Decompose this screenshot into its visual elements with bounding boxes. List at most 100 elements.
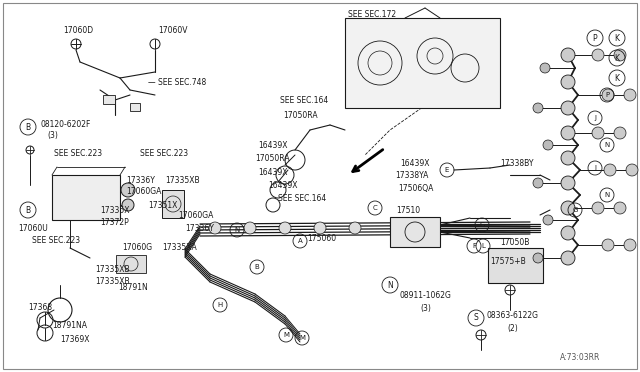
Circle shape	[602, 89, 614, 101]
Text: 18791NA: 18791NA	[52, 321, 87, 330]
Text: SEE SEC.223: SEE SEC.223	[54, 148, 102, 157]
Text: 17336Y: 17336Y	[126, 176, 155, 185]
Bar	[116, 255, 146, 273]
Circle shape	[561, 101, 575, 115]
Text: J: J	[594, 115, 596, 121]
Text: 17050RA: 17050RA	[283, 110, 317, 119]
Text: 17338YA: 17338YA	[395, 170, 428, 180]
Text: 175060: 175060	[307, 234, 336, 243]
Circle shape	[121, 183, 135, 197]
Text: 17372P: 17372P	[100, 218, 129, 227]
Text: (3): (3)	[420, 304, 431, 312]
Text: 17335XA: 17335XA	[162, 244, 196, 253]
Circle shape	[122, 199, 134, 211]
Text: N: N	[604, 192, 610, 198]
Text: J: J	[594, 165, 596, 171]
Text: 08911-1062G: 08911-1062G	[400, 291, 452, 299]
Circle shape	[533, 103, 543, 113]
Text: 17060G: 17060G	[122, 244, 152, 253]
Circle shape	[561, 201, 575, 215]
Text: 16439X: 16439X	[258, 167, 287, 176]
Text: N: N	[234, 227, 239, 233]
Text: 17335XB: 17335XB	[95, 266, 130, 275]
Text: 16439X: 16439X	[268, 180, 298, 189]
Text: SEE SEC.172: SEE SEC.172	[348, 10, 396, 19]
Circle shape	[614, 127, 626, 139]
Text: P: P	[605, 92, 609, 98]
Text: K: K	[614, 33, 620, 42]
Circle shape	[561, 151, 575, 165]
Text: G: G	[572, 207, 578, 213]
Text: 17338BY: 17338BY	[500, 158, 534, 167]
Text: G: G	[479, 222, 484, 228]
Text: SEE SEC.164: SEE SEC.164	[278, 193, 326, 202]
Text: 17050RA: 17050RA	[255, 154, 290, 163]
Text: (3): (3)	[47, 131, 58, 140]
Text: — SEE SEC.748: — SEE SEC.748	[148, 77, 206, 87]
Text: 17351X: 17351X	[148, 201, 177, 209]
Text: 17060GA: 17060GA	[178, 211, 213, 219]
Text: H: H	[218, 302, 223, 308]
Circle shape	[624, 239, 636, 251]
Text: 17060V: 17060V	[158, 26, 188, 35]
Text: 17060GA: 17060GA	[126, 186, 161, 196]
Text: K: K	[614, 54, 620, 62]
Circle shape	[561, 176, 575, 190]
Text: S: S	[474, 314, 478, 323]
Text: 17060D: 17060D	[63, 26, 93, 35]
Text: 08120-6202F: 08120-6202F	[40, 119, 90, 128]
Text: SEE SEC.223: SEE SEC.223	[140, 148, 188, 157]
Text: N: N	[387, 280, 393, 289]
Circle shape	[561, 126, 575, 140]
Bar	[345, 18, 500, 108]
Text: N: N	[604, 142, 610, 148]
Text: 17575+B: 17575+B	[490, 257, 525, 266]
Text: A: A	[298, 238, 302, 244]
Circle shape	[614, 49, 626, 61]
Circle shape	[561, 226, 575, 240]
Text: 08363-6122G: 08363-6122G	[487, 311, 539, 320]
Text: 17368: 17368	[28, 304, 52, 312]
Circle shape	[533, 178, 543, 188]
Text: C: C	[372, 205, 378, 211]
Text: M: M	[283, 332, 289, 338]
Text: B: B	[26, 122, 31, 131]
Text: M: M	[299, 335, 305, 341]
Bar	[130, 103, 140, 111]
Circle shape	[592, 127, 604, 139]
Bar	[390, 217, 440, 247]
Text: 16439X: 16439X	[400, 158, 429, 167]
Text: 16439X: 16439X	[258, 141, 287, 150]
Text: 17506QA: 17506QA	[398, 183, 433, 192]
Text: B: B	[255, 264, 259, 270]
Text: SEE SEC.223: SEE SEC.223	[32, 235, 80, 244]
Circle shape	[533, 253, 543, 263]
Text: 17335XB: 17335XB	[165, 176, 200, 185]
Text: 17060U: 17060U	[18, 224, 48, 232]
Text: B: B	[26, 205, 31, 215]
Bar	[103, 95, 115, 104]
Circle shape	[602, 239, 614, 251]
Text: 17050B: 17050B	[500, 237, 529, 247]
Text: SEE SEC.164: SEE SEC.164	[280, 96, 328, 105]
Text: A:73:03RR: A:73:03RR	[560, 353, 600, 362]
Text: 18791N: 18791N	[118, 282, 148, 292]
Circle shape	[561, 75, 575, 89]
Text: 17335X: 17335X	[100, 205, 129, 215]
Circle shape	[209, 222, 221, 234]
Circle shape	[244, 222, 256, 234]
Circle shape	[314, 222, 326, 234]
Circle shape	[349, 222, 361, 234]
Circle shape	[614, 202, 626, 214]
Circle shape	[279, 222, 291, 234]
Circle shape	[624, 89, 636, 101]
Text: L: L	[481, 243, 485, 249]
Circle shape	[592, 202, 604, 214]
Circle shape	[543, 140, 553, 150]
Circle shape	[561, 251, 575, 265]
Circle shape	[592, 49, 604, 61]
Text: F: F	[472, 243, 476, 249]
Circle shape	[604, 164, 616, 176]
Text: 17510: 17510	[396, 205, 420, 215]
Circle shape	[540, 63, 550, 73]
